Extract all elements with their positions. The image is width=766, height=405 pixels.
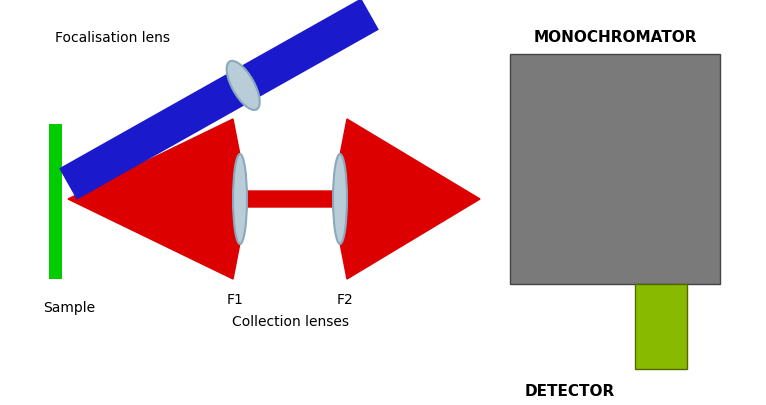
Bar: [510, 55, 720, 284]
Ellipse shape: [233, 155, 247, 244]
Bar: [635, 284, 687, 369]
Polygon shape: [68, 120, 480, 279]
Ellipse shape: [227, 62, 260, 111]
Polygon shape: [59, 0, 379, 200]
Text: DETECTOR: DETECTOR: [525, 384, 615, 399]
Text: Collection lenses: Collection lenses: [231, 314, 349, 328]
Text: Focalisation lens: Focalisation lens: [55, 31, 170, 45]
Bar: [48, 125, 61, 279]
Ellipse shape: [333, 155, 347, 244]
Text: F1: F1: [227, 292, 244, 306]
Text: Sample: Sample: [44, 300, 96, 314]
Text: F2: F2: [336, 292, 353, 306]
Text: MONOCHROMATOR: MONOCHROMATOR: [533, 30, 697, 45]
